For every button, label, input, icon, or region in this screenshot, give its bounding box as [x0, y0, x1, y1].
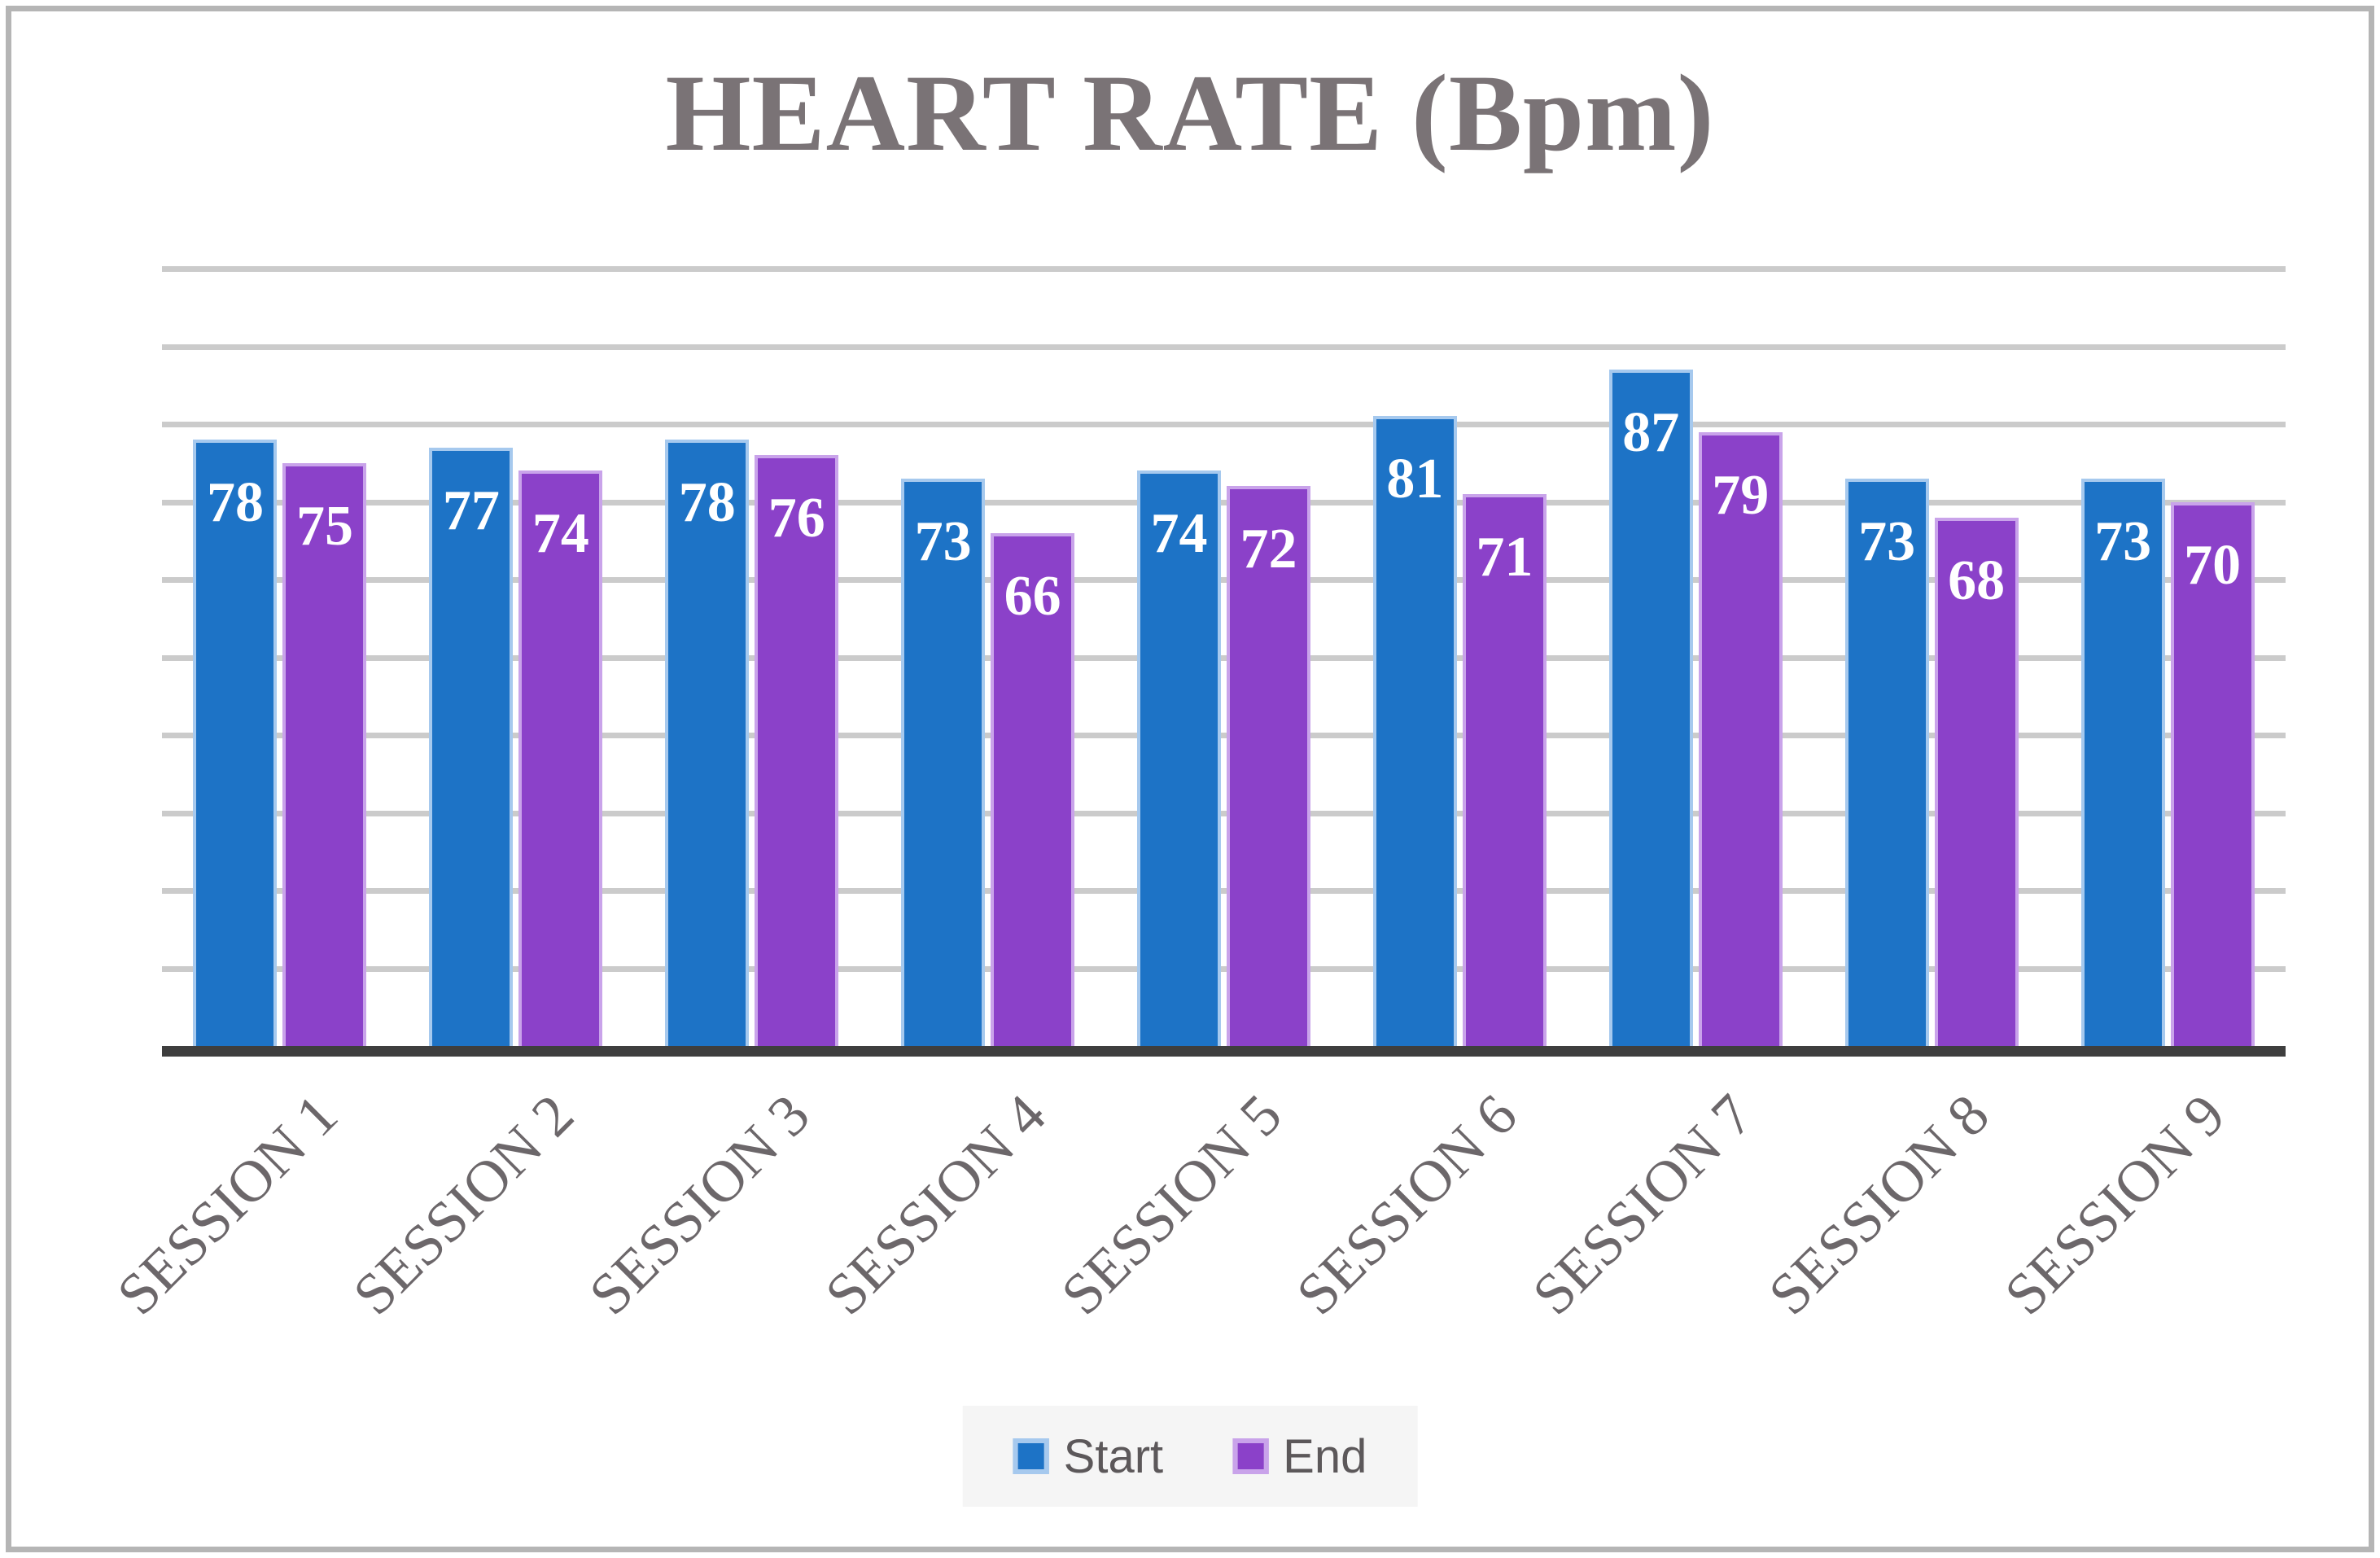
bar-end-6: 71: [1462, 493, 1547, 1046]
chart-title: HEART RATE (Bpm): [665, 53, 1715, 174]
bar-value-label: 74: [1150, 502, 1208, 566]
bar-start-1: 78: [193, 440, 278, 1046]
bar-value-label: 78: [206, 471, 264, 535]
bar-value-label: 79: [1712, 463, 1770, 527]
legend-item-end: End: [1232, 1429, 1367, 1484]
x-axis-label-3: SESSION 3: [576, 1082, 822, 1328]
bar-start-7: 87: [1608, 370, 1693, 1046]
bar-end-9: 70: [2170, 501, 2255, 1046]
bar-end-3: 76: [755, 455, 839, 1046]
bar-group-7: 87 79: [1577, 269, 1813, 1046]
bar-value-label: 68: [1948, 549, 2006, 612]
legend-swatch-end-icon: [1232, 1438, 1269, 1474]
bar-value-label: 76: [768, 487, 825, 550]
bar-value-label: 66: [1004, 564, 1061, 628]
bar-value-label: 74: [532, 502, 589, 566]
bar-start-4: 73: [901, 478, 986, 1046]
gridline-30: [162, 810, 2286, 816]
bar-start-5: 74: [1137, 470, 1221, 1046]
bar-group-4: 73 66: [870, 269, 1106, 1046]
bar-value-label: 75: [295, 494, 353, 558]
bar-start-8: 73: [1844, 478, 1929, 1046]
gridline-40: [162, 733, 2286, 738]
bar-start-6: 81: [1372, 416, 1457, 1046]
bar-start-9: 73: [2080, 478, 2165, 1046]
gridline-80: [162, 422, 2286, 427]
gridline-100: [162, 266, 2286, 272]
bar-group-2: 77 74: [398, 269, 634, 1046]
gridline-70: [162, 499, 2286, 505]
bar-value-label: 70: [2184, 533, 2242, 597]
bar-end-5: 72: [1227, 486, 1310, 1046]
x-axis-line: [162, 1046, 2286, 1057]
bar-group-6: 81 71: [1341, 269, 1577, 1046]
bar-end-2: 74: [518, 470, 603, 1046]
plot-area: 78 75 77 74 78 76 73 66 74 72 81 71 87 79 73 68 73 70: [162, 266, 2286, 1046]
bar-value-label: 77: [442, 479, 500, 542]
gridline-20: [162, 888, 2286, 894]
bar-end-4: 66: [991, 532, 1075, 1046]
gridline-10: [162, 965, 2286, 972]
bar-groups: 78 75 77 74 78 76 73 66 74 72 81 71 87 79 73 68 73 70: [162, 269, 2286, 1046]
bar-group-8: 73 68: [1813, 269, 2050, 1046]
bar-end-8: 68: [1934, 517, 2019, 1046]
x-axis-label-8: SESSION 8: [1756, 1082, 2002, 1328]
bar-value-label: 73: [914, 510, 972, 573]
gridlines: [162, 266, 2286, 1046]
legend-label-start: Start: [1063, 1429, 1164, 1483]
bar-value-label: 87: [1622, 401, 1680, 465]
bar-end-1: 75: [282, 462, 367, 1046]
x-axis-label-7: SESSION 7: [1520, 1082, 1766, 1328]
legend-item-start: Start: [1013, 1429, 1164, 1484]
bar-value-label: 73: [2094, 510, 2152, 573]
bar-end-7: 79: [1698, 431, 1783, 1046]
x-axis-label-2: SESSION 2: [340, 1082, 586, 1328]
x-axis-label-9: SESSION 9: [1992, 1082, 2238, 1328]
bar-group-5: 74 72: [1106, 269, 1342, 1046]
bar-start-2: 77: [429, 447, 514, 1046]
gridline-60: [162, 577, 2286, 583]
bar-value-label: 73: [1858, 510, 1916, 573]
legend: Start End: [962, 1406, 1418, 1507]
legend-label-end: End: [1283, 1429, 1367, 1483]
bar-value-label: 71: [1476, 525, 1533, 589]
bar-value-label: 81: [1386, 448, 1444, 511]
legend-swatch-start-icon: [1013, 1438, 1049, 1474]
x-axis-label-1: SESSION 1: [104, 1082, 350, 1328]
gridline-90: [162, 344, 2286, 350]
bar-group-9: 73 70: [2050, 269, 2286, 1046]
bar-start-3: 78: [665, 440, 750, 1046]
bar-group-1: 78 75: [162, 269, 398, 1046]
bar-group-3: 78 76: [634, 269, 870, 1046]
bar-value-label: 78: [678, 471, 736, 535]
gridline-50: [162, 654, 2286, 661]
bar-value-label: 72: [1240, 518, 1297, 581]
